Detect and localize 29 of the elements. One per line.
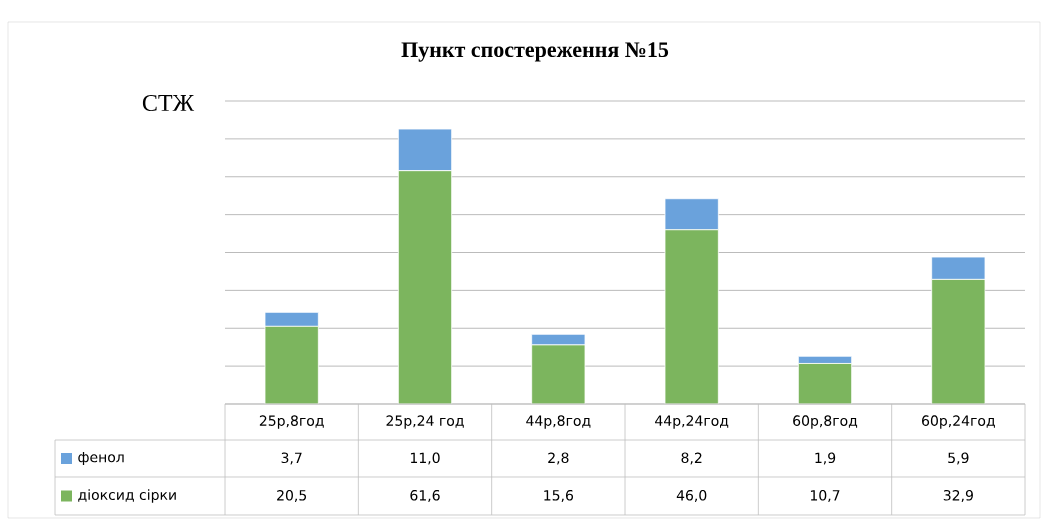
bar [664,229,719,404]
data-label: 5,9 [948,452,969,465]
x-tick-label: 44р,8год [526,415,591,429]
data-label: 46,0 [676,489,707,503]
x-tick-label: 25р,8год [259,415,324,429]
chart-title: Пункт спостереження №15 [401,42,669,62]
bar [931,278,986,404]
data-label: 8,2 [681,452,702,465]
x-tick-label: 60р,8год [793,415,858,429]
x-tick-label: 25р,24 год [386,415,464,429]
x-tick-label: 60р,24год [922,415,995,429]
data-label: 10,7 [810,489,840,503]
bar [264,325,319,404]
data-label: 11,0 [410,452,440,465]
data-label: 3,7 [281,452,302,465]
legend-label: фенол [78,451,124,466]
bar [397,170,453,404]
data-label: 32,9 [943,489,973,503]
data-label: 1,9 [815,452,836,465]
x-tick-label: 44р,24год [655,415,729,429]
y-axis-title: СТЖ [142,94,195,112]
data-label: 20,5 [277,489,307,503]
bar [797,363,853,404]
data-label: 61,6 [410,489,440,503]
legend-label: діоксид сірки [78,489,176,503]
bar [531,344,586,404]
bar [664,198,719,231]
data-label: 15,6 [544,489,574,503]
data-label: 2,8 [548,452,569,465]
